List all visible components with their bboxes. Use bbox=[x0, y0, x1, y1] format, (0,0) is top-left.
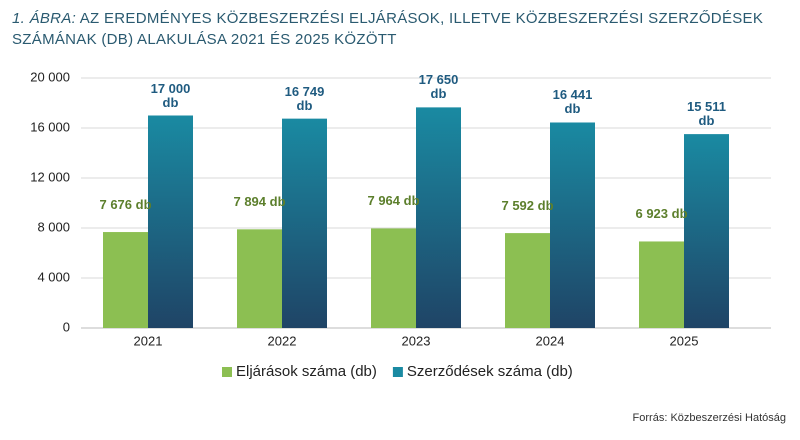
x-tick-label: 2022 bbox=[268, 333, 297, 348]
chart-title-block: 1. ÁBRA: AZ EREDMÉNYES KÖZBESZERZÉSI ELJ… bbox=[12, 8, 782, 50]
value-label: 17 650 db bbox=[418, 72, 459, 102]
bar bbox=[282, 118, 327, 328]
bar bbox=[148, 115, 193, 328]
bar bbox=[237, 229, 282, 328]
y-tick-label: 16 000 bbox=[30, 119, 70, 134]
bar bbox=[416, 107, 461, 328]
x-tick-label: 2024 bbox=[536, 333, 565, 348]
y-tick-label: 8 000 bbox=[37, 219, 70, 234]
value-label: 16 441 db bbox=[552, 87, 593, 117]
y-tick-label: 4 000 bbox=[37, 269, 70, 284]
legend-swatch bbox=[392, 367, 403, 377]
value-label: 7 676 db bbox=[99, 197, 152, 213]
legend-label: Eljárások száma (db) bbox=[236, 363, 377, 380]
x-tick-label: 2021 bbox=[134, 333, 163, 348]
value-label: 16 749 db bbox=[284, 83, 325, 113]
value-label: 17 000 db bbox=[150, 80, 191, 110]
value-label: 15 511 db bbox=[686, 99, 727, 129]
value-label: 6 923 db bbox=[635, 206, 688, 222]
x-tick-label: 2023 bbox=[402, 333, 431, 348]
value-label: 7 894 db bbox=[233, 194, 286, 210]
value-label: 7 964 db bbox=[367, 193, 420, 209]
bar bbox=[684, 134, 729, 328]
y-tick-label: 12 000 bbox=[30, 169, 70, 184]
source-note: Forrás: Közbeszerzési Hatóság bbox=[632, 412, 786, 424]
bar bbox=[505, 233, 550, 328]
y-tick-label: 20 000 bbox=[30, 69, 70, 84]
chart-title: AZ EREDMÉNYES KÖZBESZERZÉSI ELJÁRÁSOK, I… bbox=[12, 10, 764, 48]
x-tick-label: 2025 bbox=[670, 333, 699, 348]
value-label: 7 592 db bbox=[501, 198, 554, 214]
bar bbox=[371, 228, 416, 328]
y-tick-label: 0 bbox=[63, 319, 70, 334]
legend-label: Szerződések száma (db) bbox=[407, 363, 573, 380]
legend-swatch bbox=[222, 367, 232, 377]
bar bbox=[103, 232, 148, 328]
bar bbox=[550, 122, 595, 328]
bar bbox=[639, 241, 684, 328]
figure-label: 1. ÁBRA: bbox=[12, 10, 77, 27]
